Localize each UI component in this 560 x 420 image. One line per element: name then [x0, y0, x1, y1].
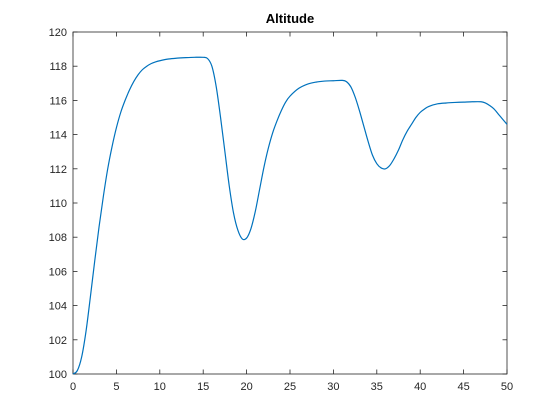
y-tick-label: 112: [49, 164, 67, 176]
x-tick-label: 25: [284, 381, 296, 393]
y-tick-label: 110: [49, 198, 67, 210]
y-tick-label: 104: [49, 301, 67, 313]
y-tick-label: 102: [49, 335, 67, 347]
plot-area: [72, 31, 508, 375]
y-tick-label: 108: [49, 232, 67, 244]
x-tick-label: 30: [327, 381, 339, 393]
y-tick-label: 114: [49, 130, 67, 142]
y-tick-label: 100: [49, 369, 67, 381]
x-tick-label: 5: [113, 381, 119, 393]
axis-ticks: 0 5 10 15 20 25 30 35 40 45 50 100 102 104 106 108 110 11…: [49, 27, 513, 393]
x-tick-label: 10: [154, 381, 166, 393]
y-tick-label: 120: [49, 27, 67, 39]
y-tick-label: 106: [49, 266, 67, 278]
altitude-series-line: [72, 56, 508, 375]
x-tick-label: 0: [70, 381, 76, 393]
chart-title: Altitude: [266, 11, 314, 26]
x-tick-label: 50: [501, 381, 513, 393]
x-tick-label: 40: [414, 381, 426, 393]
x-tick-label: 35: [371, 381, 383, 393]
x-tick-label: 45: [457, 381, 469, 393]
x-tick-label: 15: [197, 381, 209, 393]
x-tick-label: 20: [240, 381, 252, 393]
y-tick-label: 116: [49, 95, 67, 107]
y-tick-label: 118: [49, 61, 67, 73]
